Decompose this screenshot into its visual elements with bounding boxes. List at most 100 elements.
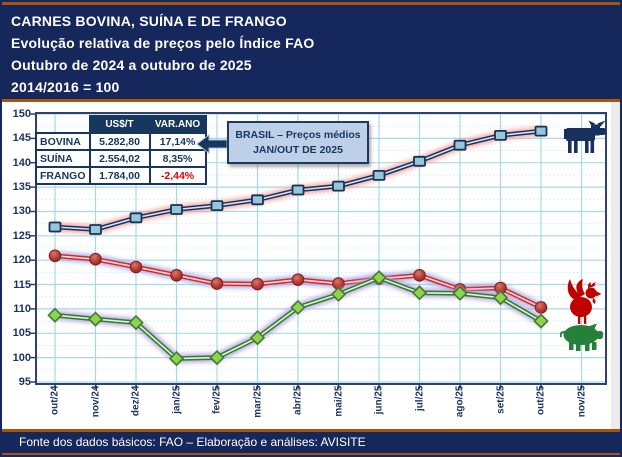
marker-BOVINA [534,125,548,137]
series-SUÍNA [47,270,549,367]
marker-SUÍNA [411,285,428,301]
pig-icon [560,323,603,351]
rooster-icon [567,279,601,324]
marker-SUÍNA [452,285,468,301]
marker-SUÍNA [128,314,144,331]
marker-SUÍNA [330,286,347,302]
marker-SUÍNA [249,330,266,346]
marker-BOVINA [170,204,183,215]
marker-SUÍNA [492,290,509,306]
x-axis-tick-label: abr/25 [292,385,304,415]
footer: Fonte dos dados básicos: FAO – Elaboraçã… [2,432,620,453]
marker-BOVINA [291,184,305,196]
var-bovina: 17,14% [148,132,207,151]
marker-BOVINA [413,155,426,167]
marker-FRANGO [129,260,143,274]
table-row-bovina: BOVINA 5.282,80 17,14% [35,132,207,151]
x-axis-tick-label: out/24 [49,385,61,415]
row-label-frango: FRANGO [35,166,91,185]
chart-region: 150 145 140 135 130 125 120 115 110 105 100 95 out/… [2,102,620,429]
table-header-row: US$/T VAR.ANO [36,115,207,134]
left-arrow-icon [196,134,228,154]
marker-FRANGO [413,269,426,282]
table-row-frango: FRANGO 1.784,00 -2,44% [35,166,207,185]
y-axis-tick-label: 135 [12,181,31,194]
marker-BOVINA [129,212,143,224]
price-summary-table: US$/T VAR.ANO BOVINA 5.282,80 17,14% SUÍ… [35,115,207,185]
marker-SUÍNA [87,311,104,327]
x-axis-tick-label: dez/24 [130,385,142,417]
price-suina: 2.554,02 [88,149,151,168]
marker-BOVINA [89,224,102,235]
chart-footer-divider-band [2,429,620,432]
table-header-price: US$/T [88,115,151,134]
right-margin-strip [611,102,620,429]
x-axis-tick-label: jan/25 [171,385,182,414]
row-label-suina: SUÍNA [35,149,91,168]
title-line-4: 2014/2016 = 100 [11,79,120,95]
y-axis-tick-label: 130 [12,205,31,218]
marker-FRANGO [251,277,264,291]
marker-SUÍNA [209,349,225,366]
title-line-2: Evolução relativa de preços pelo Índice … [11,35,315,51]
marker-BOVINA [372,170,386,181]
marker-BOVINA [494,129,507,141]
callout-box: BRASIL – Preços médios JAN/OUT DE 2025 [227,121,369,164]
cow-icon [564,120,606,153]
y-axis-tick-label: 125 [12,229,31,242]
price-frango: 1.784,00 [88,166,151,185]
callout-line-2: JAN/OUT DE 2025 [253,144,343,156]
bottom-orange-band [2,453,620,455]
x-axis-tick-label: jul/25 [414,385,425,412]
callout-line-1: BRASIL – Preços médios [235,129,361,141]
marker-FRANGO [170,269,183,282]
x-axis-tick-label: ago/25 [454,385,466,418]
marker-FRANGO [210,277,224,290]
marker-SUÍNA [533,313,549,329]
table-header-var: VAR.ANO [148,115,207,134]
var-suina: 8,35% [148,149,207,168]
table-row-suina: SUÍNA 2.554,02 8,35% [35,149,207,168]
x-axis-tick-label: set/25 [495,385,506,414]
marker-BOVINA [210,200,224,211]
row-label-bovina: BOVINA [35,132,91,151]
marker-BOVINA [453,139,467,151]
y-axis-tick-label: 105 [12,327,31,340]
y-axis-tick-label: 110 [13,302,31,315]
title-line-1: CARNES BOVINA, SUÍNA E DE FRANGO [11,13,287,29]
x-axis-tick-label: mar/25 [252,385,263,418]
marker-SUÍNA [47,307,63,323]
x-axis-tick-label: nov/25 [576,385,587,418]
x-axis-tick-label: fev/25 [211,385,223,414]
x-axis-tick-label: nov/24 [90,385,101,418]
price-bovina: 5.282,80 [88,132,151,151]
marker-SUÍNA [290,299,306,316]
table-header-blank [36,116,90,133]
y-axis-tick-label: 95 [18,376,31,388]
marker-SUÍNA [168,350,185,367]
y-axis-tick-label: 150 [12,108,31,120]
title-line-3: Outubro de 2024 a outubro de 2025 [11,57,252,73]
var-frango: -2,44% [148,166,207,185]
marker-SUÍNA [371,270,387,286]
marker-BOVINA [251,194,264,206]
x-axis-tick-label: out/25 [535,385,547,415]
plot-border [35,112,607,385]
marker-BOVINA [332,180,345,192]
marker-FRANGO [534,301,548,314]
marker-FRANGO [89,252,102,266]
y-axis-tick-label: 140 [12,156,31,169]
y-axis-tick-label: 120 [12,254,31,267]
y-axis-tick-label: 115 [13,278,31,291]
marker-FRANGO [48,249,62,263]
header-divider-band [2,99,620,102]
header: CARNES BOVINA, SUÍNA E DE FRANGO Evoluçã… [2,5,620,99]
marker-FRANGO [291,273,305,286]
source-text: Fonte dos dados básicos: FAO – Elaboraçã… [19,435,366,449]
marker-BOVINA [48,221,62,233]
x-axis-tick-label: mai/25 [333,385,344,417]
y-axis-tick-label: 100 [12,351,31,364]
x-axis-tick-label: jun/25 [373,385,385,415]
y-axis-tick-label: 145 [12,132,31,145]
